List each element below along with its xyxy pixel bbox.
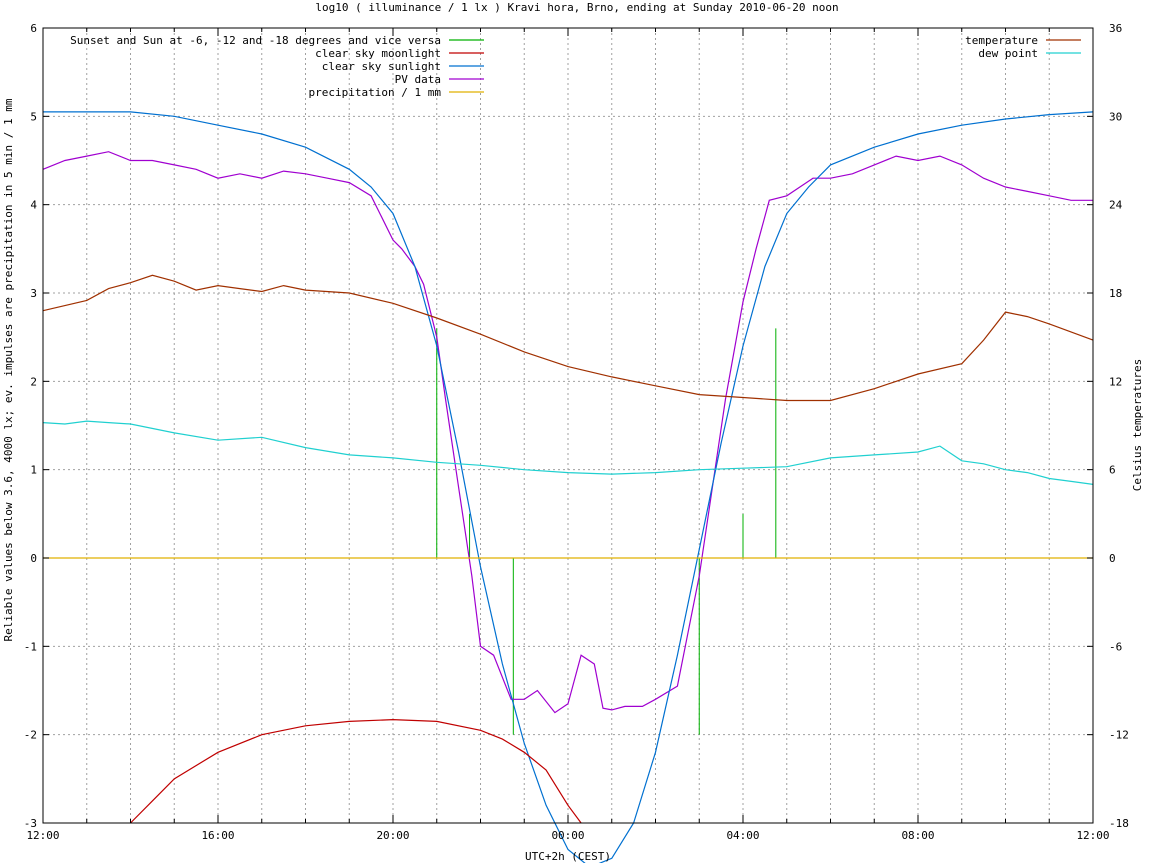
y2-tick-label: -12	[1109, 729, 1129, 742]
legend-left-label: Sunset and Sun at -6, -12 and -18 degree…	[70, 34, 441, 47]
y2-axis-label: Celsius temperatures	[1131, 359, 1144, 491]
series-line-pv-data	[42, 151, 1093, 714]
y2-tick-label: -18	[1109, 817, 1129, 830]
y2-tick-label: 12	[1109, 375, 1122, 388]
legend-right-label: temperature	[965, 34, 1038, 47]
y-tick-label: 4	[30, 199, 37, 212]
series-line-temperature	[42, 274, 1094, 402]
y-tick-label: 3	[30, 287, 37, 300]
series-line-dew-point	[42, 420, 1094, 485]
legend-left-label: precipitation / 1 mm	[309, 86, 442, 99]
y2-tick-label: 24	[1109, 199, 1123, 212]
x-tick-label: 12:00	[1076, 829, 1109, 842]
y-axis-label: Reliable values below 3.6, 4000 lx; ev. …	[2, 98, 15, 641]
legend-left-label: clear sky sunlight	[322, 60, 441, 73]
x-tick-label: 16:00	[201, 829, 234, 842]
chart-legend: Sunset and Sun at -6, -12 and -18 degree…	[70, 34, 1081, 99]
y-tick-label: 6	[30, 22, 37, 35]
x-axis-label: UTC+2h (CEST)	[525, 850, 611, 863]
x-tick-label: 12:00	[26, 829, 59, 842]
chart-series	[42, 111, 1094, 863]
y2-tick-label: 6	[1109, 464, 1116, 477]
y-tick-label: -3	[24, 817, 37, 830]
y-tick-label: 2	[30, 375, 37, 388]
legend-right-label: dew point	[978, 47, 1038, 60]
y-tick-label: 0	[30, 552, 37, 565]
x-tick-label: 04:00	[726, 829, 759, 842]
x-tick-label: 08:00	[901, 829, 934, 842]
y2-tick-label: 0	[1109, 552, 1116, 565]
chart-title: log10 ( illuminance / 1 lx ) Kravi hora,…	[315, 1, 838, 14]
y-tick-label: -2	[24, 729, 37, 742]
x-tick-label: 20:00	[376, 829, 409, 842]
y2-tick-label: 18	[1109, 287, 1122, 300]
series-line-clear-sky-moonlight	[130, 718, 582, 824]
x-tick-label: 00:00	[551, 829, 584, 842]
legend-left-label: clear sky moonlight	[315, 47, 441, 60]
y2-tick-label: -6	[1109, 640, 1122, 653]
y-tick-label: 5	[30, 110, 37, 123]
y-tick-label: -1	[24, 640, 37, 653]
legend-left-label: PV data	[395, 73, 441, 86]
y-tick-label: 1	[30, 464, 37, 477]
y2-tick-label: 30	[1109, 110, 1122, 123]
series-line-clear-sky-sunlight	[43, 111, 1094, 863]
y2-tick-label: 36	[1109, 22, 1122, 35]
